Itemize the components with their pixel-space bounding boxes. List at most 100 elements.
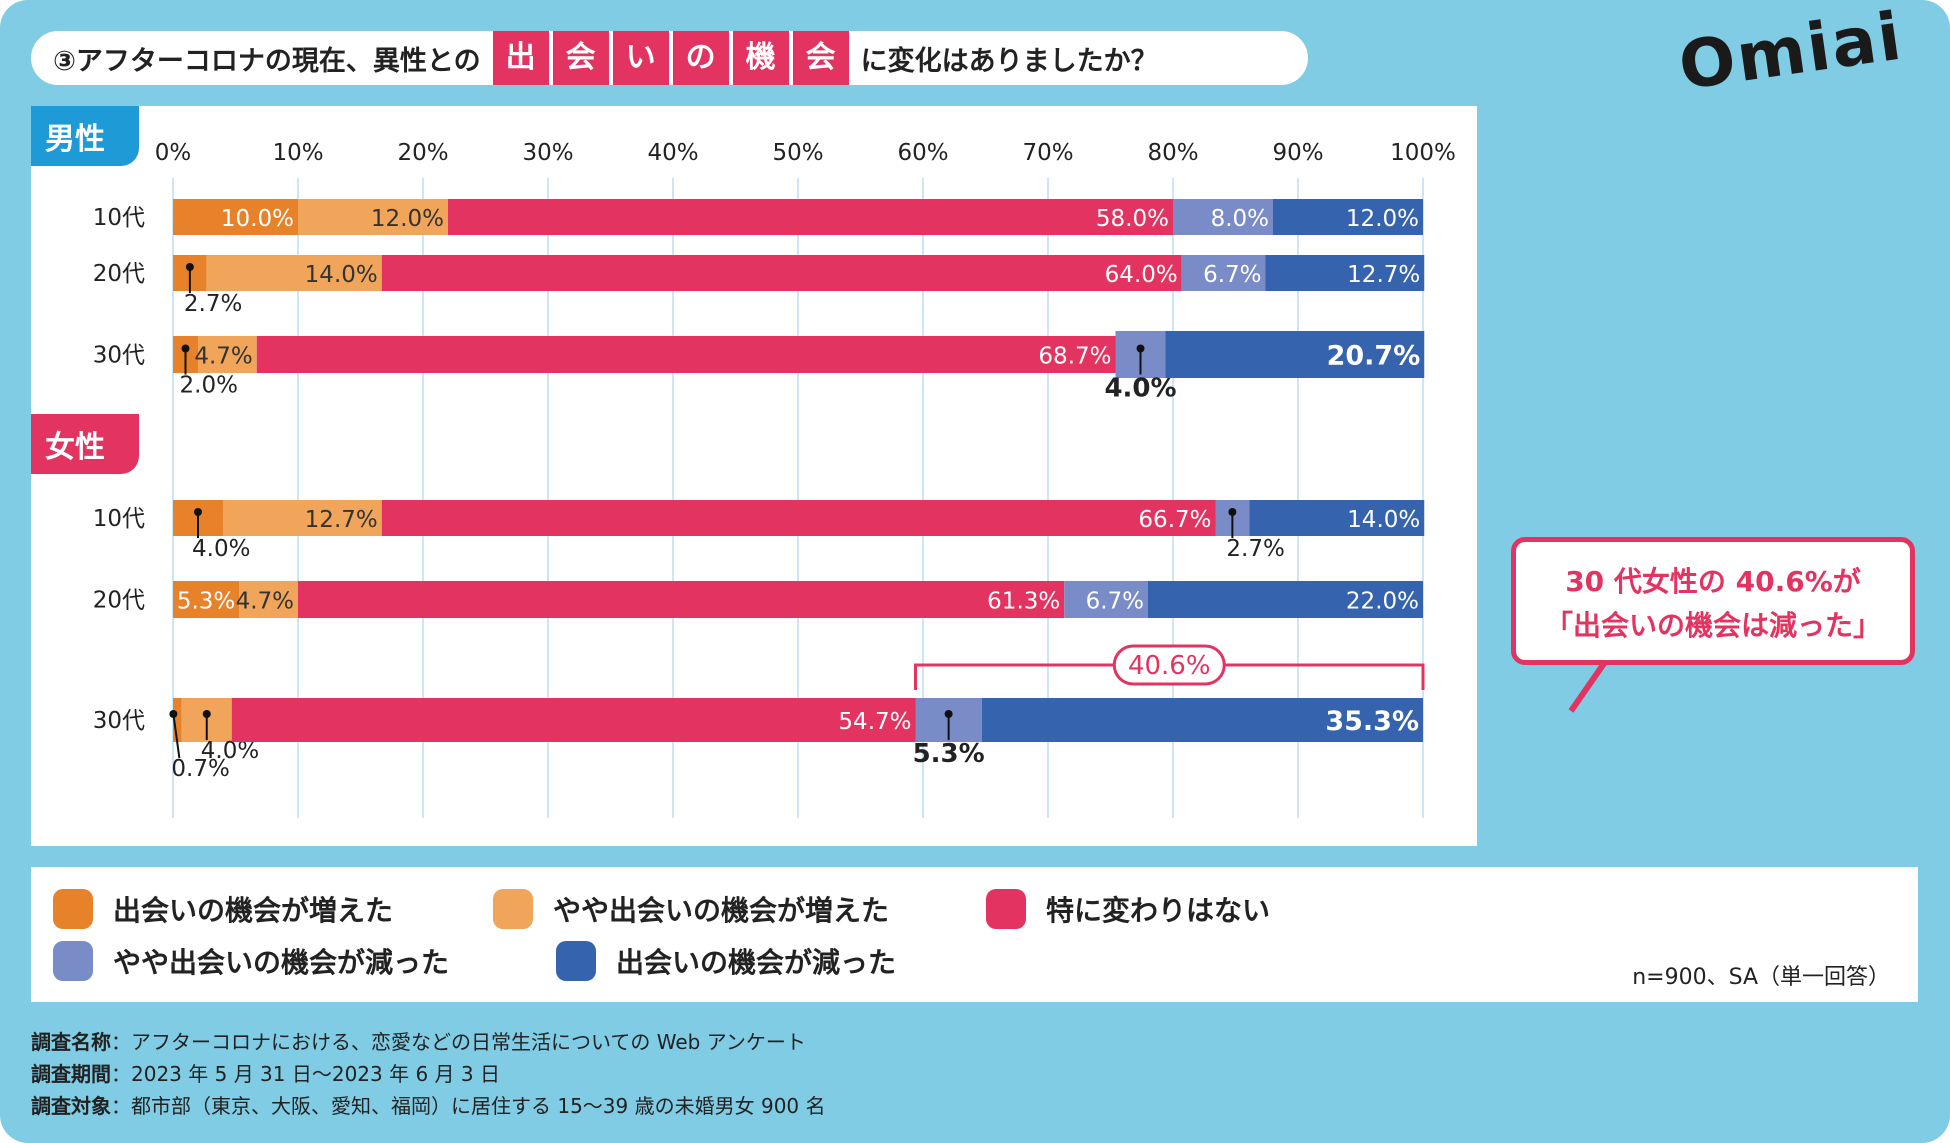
tick-label: 40% — [647, 140, 698, 166]
footer-value: 都市部（東京、大阪、愛知、福岡）に居住する 15〜39 歳の未婚男女 900 名 — [131, 1094, 826, 1118]
data-label: 68.7% — [1038, 344, 1111, 370]
legend-swatch — [556, 941, 596, 981]
callout: 30 代女性の 40.6%が 「出会いの機会は減った」 — [1511, 537, 1915, 665]
data-label: 2.7% — [184, 291, 242, 317]
title-highlight-char: 出 — [492, 31, 549, 85]
category-label: 10代 — [93, 205, 145, 231]
callout-line1: 30 代女性の 40.6%が — [1565, 565, 1861, 598]
bar-segment — [1165, 331, 1425, 378]
footer-key: 調査名称 — [31, 1030, 111, 1054]
bar-segment — [1064, 581, 1148, 618]
legend-label: 出会いの機会が減った — [616, 946, 897, 979]
data-label: 12.7% — [305, 507, 378, 533]
legend: 出会いの機会が増えた やや出会いの機会が増えた 特に変わりはない やや出会いの機… — [31, 867, 1918, 1002]
title-highlight-char: 会 — [552, 31, 609, 85]
legend-label: 特に変わりはない — [1046, 894, 1271, 927]
data-label: 12.0% — [1346, 206, 1419, 232]
legend-item: 出会いの機会が増えた — [53, 889, 393, 929]
label-leader — [172, 713, 181, 759]
title-suffix: に変化はありましたか？ — [860, 45, 1158, 77]
callout-line2: 「出会いの機会は減った」 — [1544, 609, 1881, 642]
data-label: 4.0% — [192, 536, 250, 562]
tick-label: 30% — [522, 140, 573, 166]
data-label: 2.7% — [1226, 536, 1284, 562]
data-label: 6.7% — [1086, 589, 1144, 615]
data-label: 4.7% — [194, 344, 252, 370]
bar-segment — [1273, 199, 1423, 235]
data-label: 5.3% — [913, 739, 985, 769]
footer-value: 2023 年 5 月 31 日〜2023 年 6 月 3 日 — [131, 1062, 500, 1086]
tick-label: 50% — [772, 140, 823, 166]
data-label: 61.3% — [987, 589, 1060, 615]
category-label: 30代 — [93, 708, 145, 734]
footer-line: 調査期間：2023 年 5 月 31 日〜2023 年 6 月 3 日 — [31, 1062, 500, 1086]
data-label: 0.7% — [171, 756, 229, 782]
bar-segment — [448, 199, 1173, 235]
annotation-pill — [1112, 644, 1226, 686]
bar-segment — [381, 255, 1182, 291]
footer-line: 調査名称：アフターコロナにおける、恋愛などの日常生活についての Web アンケー… — [31, 1030, 806, 1054]
data-label: 35.3% — [1325, 706, 1419, 737]
legend-swatch — [53, 889, 93, 929]
bar-segment — [1148, 581, 1423, 618]
tick-label: 0% — [155, 140, 192, 166]
callout-tail — [1568, 660, 1608, 713]
group-tag-female: 女性 — [31, 414, 139, 474]
category-label: 30代 — [93, 343, 145, 369]
legend-swatch — [493, 889, 533, 929]
bar-segment — [1181, 255, 1266, 291]
legend-label: やや出会いの機会が増えた — [553, 894, 890, 927]
annotation-label: 40.6% — [1128, 651, 1211, 681]
title-highlight-char: 会 — [792, 31, 849, 85]
data-label: 10.0% — [221, 206, 294, 232]
data-label: 8.0% — [1211, 206, 1269, 232]
data-label: 14.0% — [1347, 507, 1420, 533]
footer-key: 調査対象 — [31, 1094, 111, 1118]
footer-value: アフターコロナにおける、恋愛などの日常生活についての Web アンケート — [131, 1030, 806, 1054]
data-label: 58.0% — [1096, 206, 1169, 232]
data-label: 4.7% — [236, 589, 294, 615]
data-label: 64.0% — [1105, 262, 1178, 288]
legend-item: 特に変わりはない — [986, 889, 1270, 929]
data-label: 4.0% — [201, 738, 259, 764]
bar-segment — [1173, 199, 1273, 235]
bar-segment — [381, 500, 1216, 536]
data-label: 5.3% — [177, 589, 235, 615]
question-title: ③アフターコロナの現在、異性との 出会いの機会 に変化はありましたか？ — [31, 31, 1308, 85]
data-label: 4.0% — [1104, 374, 1176, 404]
legend-item: やや出会いの機会が減った — [53, 941, 449, 981]
category-label: 10代 — [93, 506, 145, 532]
footer-line: 調査対象：都市部（東京、大阪、愛知、福岡）に居住する 15〜39 歳の未婚男女 … — [31, 1094, 826, 1118]
bar-segment — [231, 698, 916, 742]
bar-segment — [298, 199, 448, 235]
legend-item: 出会いの機会が減った — [556, 941, 896, 981]
tick-label: 20% — [397, 140, 448, 166]
bar-segment — [173, 581, 240, 618]
legend-swatch — [986, 889, 1026, 929]
tick-label: 90% — [1272, 140, 1323, 166]
bar-segment — [206, 255, 382, 291]
bar-segment — [1249, 500, 1425, 536]
legend-label: やや出会いの機会が減った — [113, 946, 450, 979]
bar-segment — [1265, 255, 1425, 291]
legend-swatch — [53, 941, 93, 981]
tick-label: 80% — [1147, 140, 1198, 166]
title-highlight-char: の — [672, 31, 729, 85]
data-label: 20.7% — [1327, 341, 1421, 372]
data-label: 12.0% — [371, 206, 444, 232]
group-tag-male: 男性 — [31, 106, 139, 166]
category-label: 20代 — [93, 261, 145, 287]
bar-segment — [223, 500, 382, 536]
legend-label: 出会いの機会が増えた — [113, 894, 394, 927]
bar-segment — [298, 581, 1065, 618]
title-prefix: ③アフターコロナの現在、異性との — [53, 45, 481, 77]
bar-segment — [173, 199, 298, 235]
data-label: 12.7% — [1347, 262, 1420, 288]
bar-segment — [981, 698, 1423, 742]
bar-segment — [198, 336, 257, 373]
data-label: 66.7% — [1138, 507, 1211, 533]
data-label: 2.0% — [180, 373, 238, 399]
data-label: 14.0% — [305, 262, 378, 288]
data-label: 22.0% — [1346, 589, 1419, 615]
